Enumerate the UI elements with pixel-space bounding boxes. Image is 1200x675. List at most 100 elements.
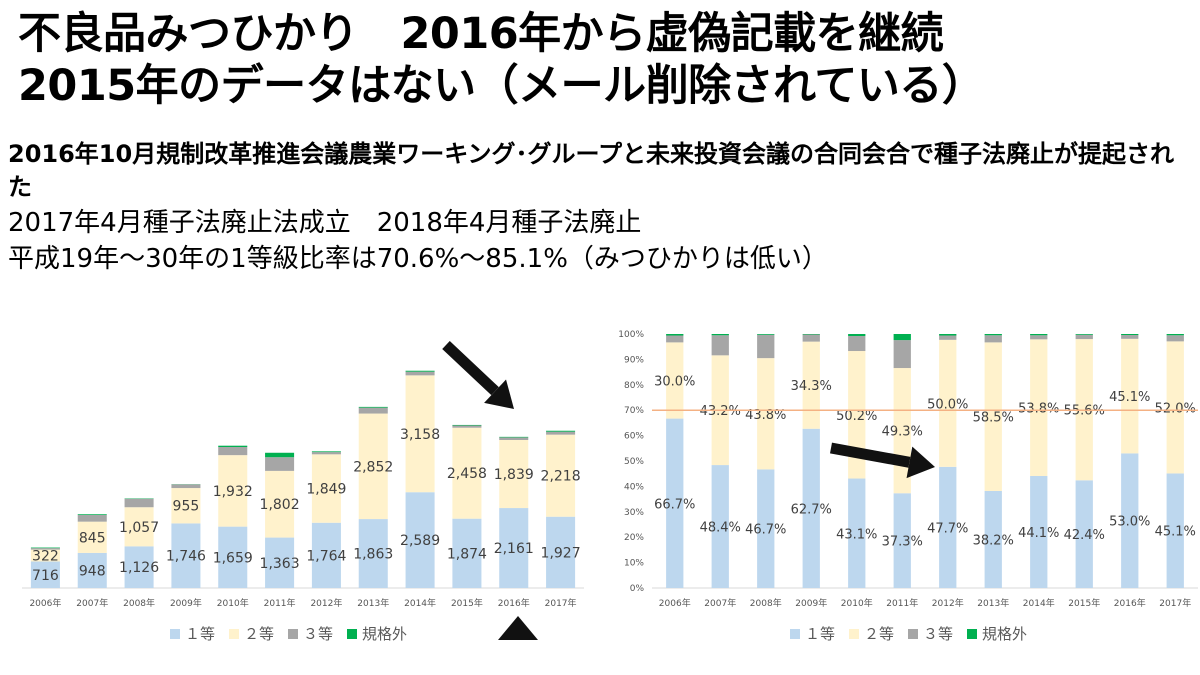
chart1-bar-3-1	[30, 548, 60, 550]
chart2-bar-1-10	[1075, 480, 1093, 588]
chart2-bar-3-5	[848, 336, 866, 352]
chart1-data-label: 845	[79, 530, 106, 546]
title-block: 不良品みつひかり 2016年から虚偽記載を継続 2015年のデータはない（メール…	[18, 8, 985, 112]
chart1-legend-swatch	[347, 629, 357, 639]
chart2-y-tick-label: 50%	[624, 457, 644, 467]
chart1-bar-4-11	[499, 436, 529, 438]
arrow-right-chart-head	[906, 446, 935, 479]
chart2-bar-1-1	[666, 418, 684, 588]
chart2-bar-1-8	[984, 490, 1002, 588]
chart1-bar-1-1	[30, 561, 60, 588]
chart1-bar-2-2	[77, 521, 107, 553]
chart2-data-label: 47.7%	[927, 521, 968, 536]
chart2-bar-4-12	[1166, 334, 1184, 336]
chart1-bar-3-11	[499, 437, 529, 440]
chart2-data-label: 52.0%	[1155, 401, 1196, 416]
chart1-bar-2-6	[265, 470, 295, 538]
chart2-x-tick-label: 2007年	[704, 597, 736, 609]
chart2-data-label: 43.2%	[700, 404, 741, 419]
chart2-y-tick-label: 100%	[618, 330, 644, 340]
chart2-data-label: 55.6%	[1064, 404, 1105, 419]
chart1-bar-1-5	[218, 526, 248, 588]
chart1-bar-3-4	[171, 484, 201, 489]
chart1-x-tick-label: 2012年	[310, 597, 342, 609]
chart1-x-tick-label: 2013年	[357, 597, 389, 609]
chart2-data-label: 30.0%	[654, 374, 695, 389]
chart1-data-label: 1,874	[447, 546, 487, 562]
chart2-bar-1-9	[1030, 475, 1048, 588]
chart1-bar-2-11	[499, 440, 529, 509]
chart2-data-label: 50.2%	[836, 409, 877, 424]
chart1-bar-4-1	[30, 547, 60, 549]
chart2-bar-2-4	[802, 341, 820, 429]
chart2-bar-3-7	[939, 335, 957, 340]
chart1-bar-3-3	[124, 498, 154, 508]
chart1-bar-2-10	[452, 427, 482, 519]
chart1-bar-3-2	[77, 514, 107, 522]
chart2-bar-4-3	[757, 334, 775, 335]
chart2-bar-4-9	[1030, 334, 1048, 336]
chart2-data-label: 38.2%	[973, 533, 1014, 548]
chart2-bar-4-7	[939, 334, 957, 336]
chart1-data-label: 1,849	[306, 482, 346, 498]
chart1-bar-1-10	[452, 518, 482, 588]
chart2-data-label: 53.8%	[1018, 402, 1059, 417]
chart2-y-tick-label: 80%	[624, 381, 644, 391]
chart2-bar-3-1	[666, 335, 684, 343]
chart1-bar-2-12	[546, 434, 576, 517]
chart1-data-label: 1,839	[494, 467, 534, 483]
chart1-bar-3-7	[311, 452, 341, 455]
chart1-x-tick-label: 2010年	[217, 597, 249, 609]
chart2-bar-1-5	[848, 478, 866, 588]
chart1-bar-1-11	[499, 508, 529, 588]
chart1-data-label: 1,746	[166, 549, 206, 565]
chart1-data-label: 2,218	[541, 469, 581, 485]
chart1-x-tick-label: 2014年	[404, 597, 436, 609]
chart1-legend-label: 規格外	[362, 625, 407, 643]
chart1-bar-1-8	[358, 519, 388, 588]
chart1-bar-2-1	[30, 549, 60, 562]
chart2-bar-4-11	[1121, 334, 1139, 336]
chart2-y-tick-label: 10%	[624, 559, 644, 569]
chart2-x-tick-label: 2008年	[750, 597, 782, 609]
chart1-legend-label: ２等	[244, 625, 274, 643]
chart1-data-label: 955	[173, 499, 200, 515]
chart1-bar-2-7	[311, 454, 341, 523]
chart2-x-tick-label: 2010年	[841, 597, 873, 609]
chart1-bar-4-5	[218, 445, 248, 447]
chart2-bar-2-7	[939, 339, 957, 467]
chart2-data-label: 45.1%	[1155, 525, 1196, 540]
chart2-data-label: 58.5%	[973, 411, 1014, 426]
chart2-bar-3-2	[711, 335, 729, 356]
chart1-data-label: 1,126	[119, 560, 159, 576]
chart2-data-label: 37.3%	[882, 535, 923, 550]
chart2-data-label: 42.4%	[1064, 528, 1105, 543]
arrow-right-chart	[830, 442, 935, 479]
chart2-legend-label: ２等	[864, 625, 894, 643]
chart2-bar-1-3	[757, 469, 775, 588]
title-line-1: 不良品みつひかり 2016年から虚偽記載を継続	[18, 9, 944, 59]
chart2-bar-1-2	[711, 465, 729, 588]
chart1-data-label: 948	[79, 563, 106, 579]
chart2-bar-3-9	[1030, 335, 1048, 340]
chart2-bar-3-3	[757, 334, 775, 359]
chart2-bar-4-2	[711, 334, 729, 336]
subtitle-line-2: 2017年4月種子法廃止法成立 2018年4月種子法廃止	[8, 208, 642, 238]
chart2-bar-4-5	[848, 334, 866, 337]
chart1-bar-1-6	[265, 537, 295, 588]
chart2-y-tick-label: 0%	[630, 584, 645, 594]
chart1-legend-swatch	[288, 629, 298, 639]
chart1-x-tick-label: 2008年	[123, 597, 155, 609]
subtitle-bold: 2016年10月規制改革推進会議農業ワーキング･グループと未来投資会議の合同会合…	[8, 140, 1175, 201]
chart2-bar-3-12	[1166, 335, 1184, 342]
chart2-bar-4-6	[893, 334, 911, 341]
chart2-bar-3-4	[802, 334, 820, 342]
chart1-x-tick-label: 2007年	[76, 597, 108, 609]
chart2-bar-2-3	[757, 358, 775, 470]
chart2-bar-3-6	[893, 340, 911, 369]
chart2-y-tick-label: 20%	[624, 533, 644, 543]
chart2-y-tick-label: 70%	[624, 406, 644, 416]
chart2-data-label: 43.8%	[745, 408, 786, 423]
chart2-x-tick-label: 2009年	[795, 597, 827, 609]
